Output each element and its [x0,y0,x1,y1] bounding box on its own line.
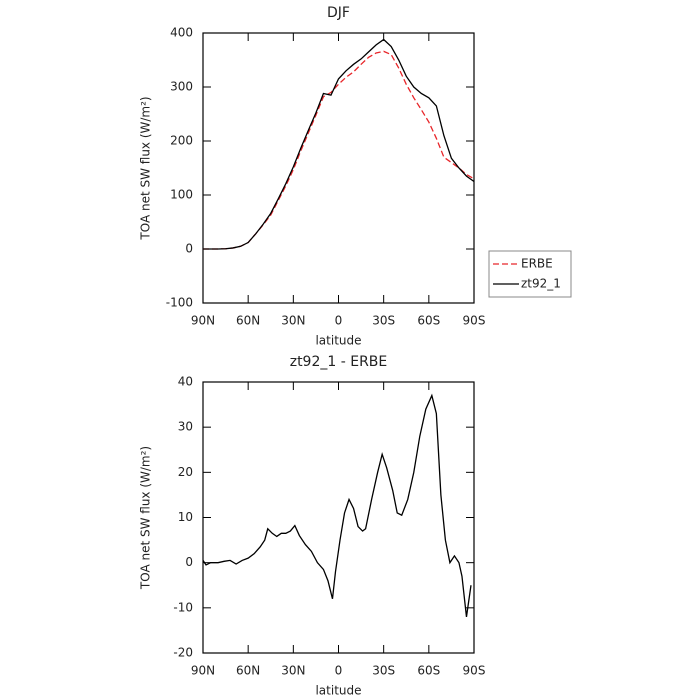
y-tick-label: 0 [185,555,193,569]
y-tick-label: 10 [178,510,193,524]
y-tick-label: 200 [170,134,193,148]
y-tick-label: 20 [178,465,193,479]
y-tick-label: 30 [178,420,193,434]
x-tick-label: 0 [335,664,343,678]
x-axis-label: latitude [315,334,361,348]
x-tick-label: 0 [335,314,343,328]
legend-label: ERBE [521,257,553,271]
y-tick-label: -10 [173,600,193,614]
x-tick-label: 60N [236,664,260,678]
x-tick-label: 30N [281,664,305,678]
data-line [203,50,475,250]
legend-label: zt92_1 [521,277,561,291]
x-tick-label: 60N [236,314,260,328]
plot-frame [202,32,475,304]
y-tick-label: -20 [173,646,193,660]
x-tick-label: 90N [191,314,215,328]
y-tick-label: 0 [185,242,193,256]
chart-title: DJF [327,5,350,21]
plot-frame [202,381,475,654]
chart-title: zt92_1 - ERBE [290,354,388,370]
x-tick-label: 90S [463,314,486,328]
y-tick-label: 300 [170,80,193,94]
x-tick-label: 90S [463,664,486,678]
data-line [203,38,475,250]
x-tick-label: 60S [417,664,440,678]
x-tick-label: 60S [417,314,440,328]
x-tick-label: 90N [191,664,215,678]
y-tick-label: 400 [170,26,193,40]
y-tick-label: -100 [166,296,193,310]
y-tick-label: 100 [170,188,193,202]
y-axis-label: TOA net SW flux (W/m²) [139,96,153,240]
y-axis-label: TOA net SW flux (W/m²) [139,446,153,590]
y-tick-label: 40 [178,375,193,389]
x-axis-label: latitude [315,684,361,698]
legend-box [488,250,572,298]
data-line [202,393,472,617]
x-tick-label: 30S [372,664,395,678]
x-tick-label: 30N [281,314,305,328]
x-tick-label: 30S [372,314,395,328]
